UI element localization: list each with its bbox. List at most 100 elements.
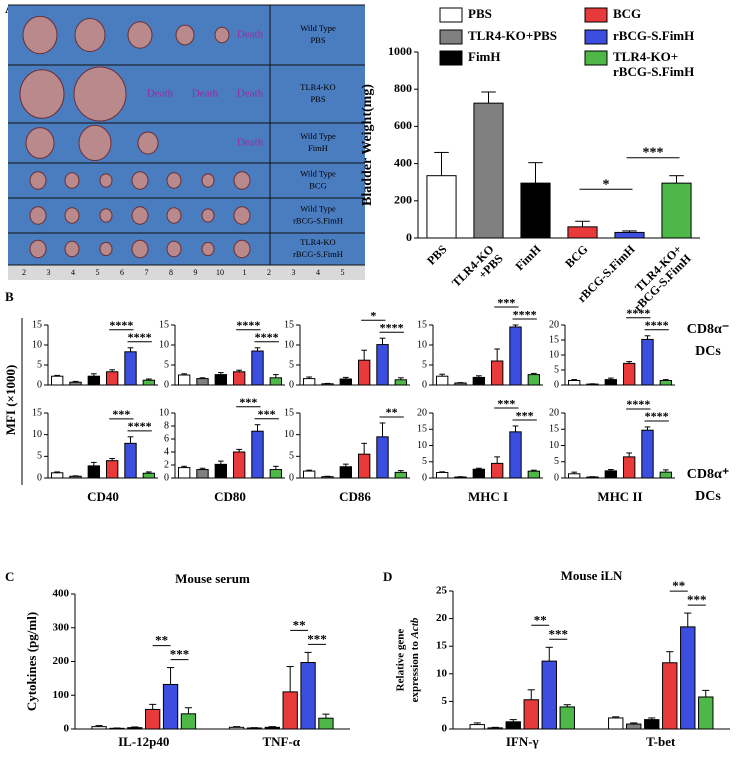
death-label: Death <box>147 88 174 100</box>
significance-label: **** <box>109 318 133 332</box>
y-axis-label-part: expression to <box>409 638 421 702</box>
bladder <box>201 208 215 223</box>
panel-letter: C <box>5 569 14 584</box>
significance-label: **** <box>626 306 650 320</box>
y-tick-label: 5 <box>289 451 294 462</box>
ruler-number: 5 <box>96 268 100 277</box>
significance-label: * <box>603 177 610 192</box>
y-tick-label: 15 <box>549 424 559 435</box>
ruler-number: 3 <box>47 268 51 277</box>
significance-label: **** <box>255 330 279 344</box>
y-tick-label: 100 <box>53 689 70 701</box>
y-tick-label: 10 <box>549 440 559 451</box>
bladder <box>25 127 55 159</box>
bar <box>302 470 316 479</box>
legend-label: TLR4-KO+ <box>613 49 678 64</box>
bar <box>339 378 353 386</box>
ruler-number: 10 <box>216 268 224 277</box>
x-tick-label: TNF-α <box>262 734 300 749</box>
legend-swatch <box>584 7 608 23</box>
y-tick-label: 0 <box>422 379 427 390</box>
row-label: Wild Type <box>300 131 336 141</box>
y-tick-label: 5 <box>554 456 559 467</box>
x-axis-label: CD80 <box>214 489 246 504</box>
bar <box>559 706 575 730</box>
bladder <box>166 207 182 224</box>
bar <box>321 476 334 479</box>
bladder <box>64 240 80 258</box>
bladder <box>166 172 182 189</box>
y-tick-label: 0 <box>422 472 427 483</box>
row-label: Wild Type <box>300 168 336 178</box>
bar <box>614 231 645 239</box>
ruler-number: 3 <box>292 268 296 277</box>
bladder <box>201 241 215 257</box>
bar <box>177 374 191 386</box>
bar <box>659 380 673 386</box>
death-label: Death <box>237 137 264 149</box>
ruler-number: 4 <box>71 268 75 277</box>
y-tick-label: 15 <box>549 334 559 345</box>
x-tick-label: T-bet <box>646 734 676 749</box>
chart-title: Mouse iLN <box>561 568 623 583</box>
significance-label: *** <box>258 407 276 421</box>
significance-label: **** <box>626 397 650 411</box>
bar <box>505 721 521 730</box>
bladder <box>19 69 65 119</box>
bar <box>264 726 280 730</box>
significance-label: **** <box>128 330 152 344</box>
y-tick-label: 15 <box>284 407 294 418</box>
bar <box>490 360 504 386</box>
bladder <box>64 172 80 189</box>
y-tick-label: 20 <box>549 407 559 418</box>
photo <box>8 5 365 280</box>
bar <box>567 473 581 479</box>
bar <box>567 226 598 239</box>
y-tick-label: 8 <box>164 420 169 431</box>
y-tick-label: 0 <box>64 723 70 735</box>
bar <box>641 429 654 479</box>
y-tick-label: 5 <box>422 456 427 467</box>
row-label: rBCG-S.FimH <box>293 215 343 225</box>
bladder <box>201 173 215 188</box>
legend-label: rBCG-S.FimH <box>613 28 694 43</box>
bar <box>321 383 334 386</box>
y-tick-label: 10 <box>159 339 169 350</box>
y-tick-label: 1000 <box>388 44 412 58</box>
y-tick-label: 5 <box>554 364 559 375</box>
ruler-number: 5 <box>341 268 345 277</box>
bar <box>124 351 137 386</box>
y-axis-label: Bladder Weight(mg) <box>360 84 375 206</box>
y-tick-label: 20 <box>436 612 448 624</box>
significance-label: *** <box>643 146 664 161</box>
bar <box>698 696 714 730</box>
bar <box>680 626 696 730</box>
bar <box>269 469 283 479</box>
bar <box>394 379 408 386</box>
y-tick-label: 10 <box>32 339 42 350</box>
y-tick-label: 20 <box>549 319 559 330</box>
y-tick-label: 300 <box>53 621 70 633</box>
bladder <box>137 131 159 155</box>
row-label: FimH <box>308 143 328 153</box>
x-axis-label: CD40 <box>87 489 119 504</box>
bladder <box>131 239 149 259</box>
bar <box>604 379 618 386</box>
bar <box>509 326 522 386</box>
significance-label: *** <box>307 632 327 647</box>
bar <box>282 691 298 730</box>
legend-label: BCG <box>613 6 641 21</box>
bar <box>196 378 209 386</box>
bladder <box>99 173 113 188</box>
bar <box>177 467 191 479</box>
y-tick-label: 0 <box>37 472 42 483</box>
y-axis-label: Relative gene <box>395 629 407 692</box>
ruler-number: 2 <box>22 268 26 277</box>
bladder <box>175 24 195 46</box>
bar <box>376 344 389 386</box>
row-label: BCG <box>309 180 326 190</box>
y-tick-label: 200 <box>53 655 70 667</box>
y-tick-label: 0 <box>289 472 294 483</box>
bar <box>251 430 264 479</box>
legend-swatch <box>584 50 608 66</box>
